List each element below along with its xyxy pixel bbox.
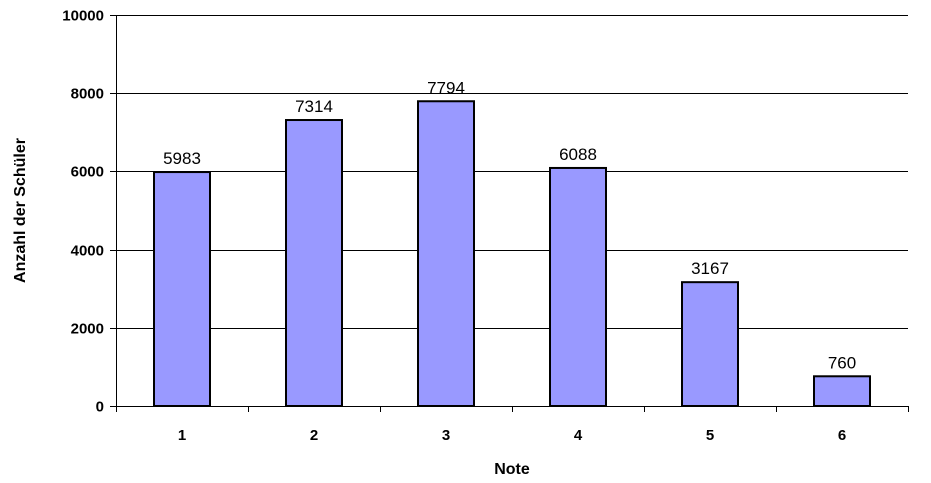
axes bbox=[116, 15, 908, 407]
x-tick-label: 4 bbox=[574, 427, 583, 444]
y-tick-label: 8000 bbox=[71, 86, 104, 103]
y-tick-label: 2000 bbox=[71, 321, 104, 338]
y-tick-label: 4000 bbox=[71, 243, 104, 260]
x-tick-label: 1 bbox=[178, 427, 186, 444]
data-label-2: 7314 bbox=[295, 97, 333, 116]
x-tick-label: 6 bbox=[838, 427, 846, 444]
data-labels: 5983 7314 7794 6088 3167 760 bbox=[163, 78, 856, 372]
bars bbox=[153, 100, 871, 407]
y-ticks: 0 2000 4000 6000 8000 10000 bbox=[62, 8, 116, 416]
bar-2 bbox=[285, 119, 343, 407]
data-label-1: 5983 bbox=[163, 149, 201, 168]
y-tick-label: 6000 bbox=[71, 164, 104, 181]
bar-5 bbox=[681, 281, 739, 407]
data-label-4: 6088 bbox=[559, 145, 597, 164]
gridlines bbox=[116, 15, 908, 329]
x-tick-label: 5 bbox=[706, 427, 714, 444]
bar-3 bbox=[417, 100, 475, 407]
x-ticks: 1 2 3 4 5 6 bbox=[116, 406, 909, 444]
bar-6 bbox=[813, 375, 871, 407]
bar-1 bbox=[153, 171, 211, 407]
x-tick-label: 3 bbox=[442, 427, 450, 444]
data-label-6: 760 bbox=[828, 353, 856, 372]
y-tick-label: 10000 bbox=[62, 8, 104, 25]
data-label-3: 7794 bbox=[427, 78, 465, 97]
x-axis-title: Note bbox=[494, 461, 530, 478]
x-tick-label: 2 bbox=[310, 427, 318, 444]
data-label-5: 3167 bbox=[691, 259, 729, 278]
y-tick-label: 0 bbox=[96, 399, 104, 416]
y-axis-title: Anzahl der Schüler bbox=[12, 138, 29, 283]
bar-4 bbox=[549, 166, 607, 407]
